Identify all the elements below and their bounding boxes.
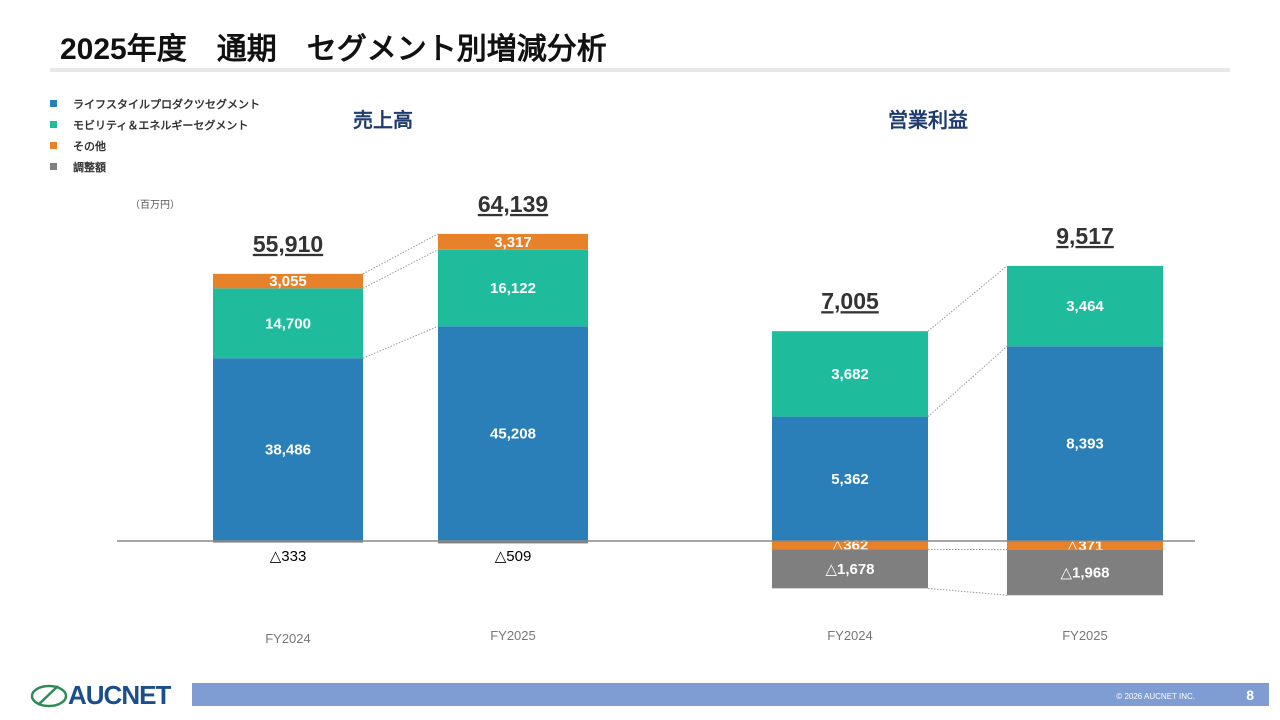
bar-segment (772, 541, 928, 550)
x-tick-label: FY2024 (265, 631, 311, 646)
legend-item: 調整額 (50, 156, 260, 177)
legend-swatch (50, 121, 57, 128)
legend-label: モビリティ＆エネルギーセグメント (73, 119, 249, 132)
data-label: 3,317 (494, 234, 532, 251)
legend-swatch (50, 100, 57, 107)
bar-segment (1007, 346, 1163, 541)
data-label: △1,678 (825, 561, 874, 578)
bar-segment (213, 288, 363, 359)
total-label: 9,517 (1056, 223, 1114, 249)
data-label: 8,393 (1066, 436, 1104, 453)
data-label: 45,208 (490, 426, 536, 443)
bar-segment (1007, 549, 1163, 596)
legend-swatch (50, 142, 57, 149)
bar-segment (438, 541, 588, 544)
unit-label: （百万円） (130, 200, 180, 211)
data-label: 3,055 (269, 273, 307, 290)
legend: ライフスタイルプロダクツセグメント モビリティ＆エネルギーセグメント その他 調… (50, 93, 260, 177)
bar-segment (438, 326, 588, 541)
connector-line (362, 249, 439, 289)
legend-swatch (50, 163, 57, 170)
copyright: © 2026 AUCNET INC. (1116, 692, 1195, 701)
x-tick-label: FY2024 (827, 628, 873, 643)
legend-item: その他 (50, 135, 260, 156)
chart-title: 売上高 (353, 108, 413, 132)
connector-line (362, 233, 439, 275)
page-number: 8 (1246, 687, 1254, 703)
bar-segment (213, 541, 363, 543)
footer-bar (192, 683, 1269, 706)
logo-mark-icon (30, 684, 68, 707)
bar-segment (438, 249, 588, 327)
connector-line (927, 345, 1008, 417)
bar-segment (772, 331, 928, 417)
bar-segment (213, 358, 363, 541)
data-label: △509 (495, 548, 532, 565)
data-label: 38,486 (265, 442, 311, 459)
bar-segment (772, 416, 928, 541)
data-label: 5,362 (831, 471, 869, 488)
legend-label: 調整額 (73, 161, 106, 174)
connector-line (362, 325, 439, 359)
data-label: △1,968 (1060, 564, 1109, 581)
title-divider (50, 68, 1230, 72)
connector-line (927, 265, 1008, 332)
legend-item: モビリティ＆エネルギーセグメント (50, 114, 260, 135)
data-label: 16,122 (490, 280, 536, 297)
legend-item: ライフスタイルプロダクツセグメント (50, 93, 260, 114)
x-tick-label: FY2025 (1062, 628, 1108, 643)
total-label: 55,910 (253, 231, 323, 257)
data-label: 14,700 (265, 315, 311, 332)
bar-segment (772, 549, 928, 589)
aucnet-logo: AUCNET (30, 680, 171, 711)
logo-text: AUCNET (68, 680, 171, 710)
data-label: △333 (270, 548, 307, 565)
bar-segment (438, 233, 588, 250)
bar-segment (1007, 265, 1163, 347)
legend-label: その他 (73, 140, 106, 153)
total-label: 7,005 (821, 288, 879, 314)
data-label: 3,682 (831, 366, 869, 383)
bar-segment (213, 273, 363, 289)
page-title: 2025年度 通期 セグメント別増減分析 (60, 33, 607, 66)
connector-line (927, 587, 1008, 596)
data-label: 3,464 (1066, 298, 1104, 315)
legend-label: ライフスタイルプロダクツセグメント (73, 98, 260, 111)
x-tick-label: FY2025 (490, 628, 536, 643)
chart-title: 営業利益 (888, 108, 968, 132)
bar-segment (1007, 541, 1163, 550)
total-label: 64,139 (478, 191, 548, 217)
